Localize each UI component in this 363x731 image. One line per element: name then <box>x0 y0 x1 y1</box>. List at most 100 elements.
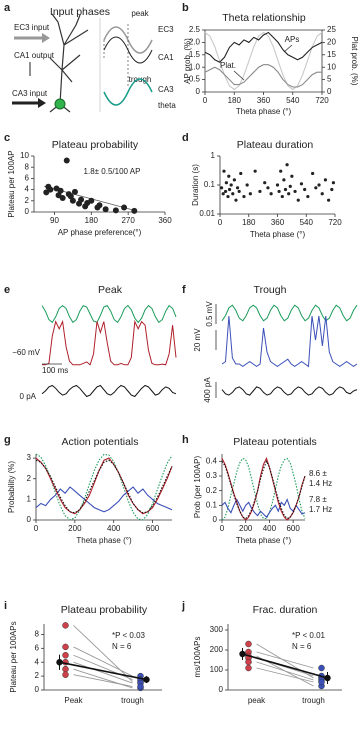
x-tick-label: Peak <box>64 696 83 705</box>
x-tick-label: 200 <box>239 524 253 533</box>
point <box>71 188 78 195</box>
pair-line <box>256 667 314 683</box>
point <box>131 207 138 214</box>
annotation: APs <box>285 35 300 44</box>
x-tick-label: trough <box>121 696 144 705</box>
y-tick-label: 0.1 <box>204 180 216 189</box>
trace-label: theta <box>158 101 176 110</box>
subject-point <box>245 640 252 648</box>
trace-label: CA3 <box>158 85 174 94</box>
x-tick-label: 200 <box>68 524 82 533</box>
y-tick-label: 0 <box>219 685 224 694</box>
annotation: −60 mV <box>12 348 40 357</box>
soma <box>54 98 66 110</box>
point <box>59 195 66 201</box>
y-tick-label: 0 <box>27 515 32 524</box>
point <box>317 183 321 187</box>
y2-tick-label: 5 <box>327 75 332 84</box>
x-tick-label: peak <box>248 696 266 705</box>
y-tick-label: 1 <box>211 151 216 160</box>
y-tick-label: 0 <box>35 685 40 694</box>
x-tick-label: 400 <box>263 524 277 533</box>
annotation: 20 mV <box>193 328 202 352</box>
y-tick-label: 2 <box>35 671 40 680</box>
panel-label: g <box>4 434 11 446</box>
point <box>327 198 331 202</box>
y-axis-label: Probability (%) <box>7 461 16 513</box>
y-tick-label: 2.5 <box>189 25 201 34</box>
annotation: 1.7 Hz <box>309 505 332 514</box>
trace <box>221 315 358 368</box>
point <box>331 181 336 185</box>
chart-title: Plateau potentials <box>233 436 316 448</box>
point <box>232 178 236 182</box>
point <box>231 192 235 196</box>
input-label: EC3 input <box>14 23 50 32</box>
x-tick-label: 540 <box>286 96 300 105</box>
point <box>67 193 74 200</box>
y-tick-label: 2.0 <box>189 38 201 47</box>
point <box>248 192 252 196</box>
trace <box>42 319 177 366</box>
annotation: *P < 0.03 <box>112 631 146 640</box>
annotation: 7.8 ± <box>309 495 327 504</box>
chart-title: Trough <box>254 284 287 296</box>
chart-title: Frac. duration <box>253 604 318 616</box>
y-tick-label: 300 <box>210 625 224 634</box>
y2-tick-label: 0 <box>327 87 332 96</box>
input-diagram: Input phases EC3 input CA1 output CA3 in… <box>12 6 176 113</box>
point <box>63 157 70 164</box>
y-axis-label: Prob (per 100AP) <box>193 456 202 519</box>
y2-tick-label: 25 <box>327 25 336 34</box>
x-tick-label: 540 <box>300 218 314 227</box>
series-line <box>204 31 323 63</box>
mean-point <box>239 650 246 658</box>
point <box>269 192 273 196</box>
mean-point <box>324 674 331 682</box>
y2-axis-label: Plat prob. (%) <box>350 37 359 86</box>
panel-label: b <box>182 2 189 14</box>
y-tick-label: 6 <box>35 643 40 652</box>
pair-line <box>73 646 133 677</box>
point <box>219 186 224 190</box>
trace <box>41 304 177 324</box>
point <box>112 207 119 214</box>
point <box>47 186 54 193</box>
trace-label: EC3 <box>158 25 174 34</box>
subject-point <box>245 664 252 672</box>
y2-tick-label: 10 <box>327 62 336 71</box>
subject-point <box>137 683 144 690</box>
point <box>78 196 85 203</box>
annotation: 0.5 mV <box>205 301 214 327</box>
pair-line <box>256 643 314 679</box>
point <box>96 202 103 209</box>
y-axis-label: AP prob. (%) <box>183 38 192 84</box>
point <box>69 197 76 204</box>
point <box>320 192 324 196</box>
point <box>303 187 307 192</box>
pair-line <box>256 651 314 669</box>
trace-label: CA1 <box>158 53 174 62</box>
point <box>323 178 328 182</box>
series-line <box>221 459 306 520</box>
subject-point <box>62 643 69 651</box>
y-tick-label: 0.2 <box>206 486 218 495</box>
point <box>253 169 257 173</box>
chart-title: Action potentials <box>61 436 138 448</box>
point <box>288 184 292 188</box>
y2-tick-label: 20 <box>327 38 336 47</box>
mean-point <box>56 659 63 666</box>
pair-line <box>73 674 133 687</box>
subject-point <box>62 622 69 629</box>
x-axis-label: Theta phase (°) <box>250 230 306 239</box>
y-tick-label: 200 <box>210 645 224 654</box>
mean-line <box>59 661 147 681</box>
x-tick-label: 360 <box>271 218 285 227</box>
panel-label: e <box>4 284 10 296</box>
annotation: 1.8± 0.5/100 AP <box>84 167 141 176</box>
y-tick-label: 100 <box>210 665 224 674</box>
x-tick-label: 600 <box>286 524 300 533</box>
series-line <box>35 453 173 521</box>
series-line <box>35 457 173 515</box>
point <box>330 187 334 192</box>
